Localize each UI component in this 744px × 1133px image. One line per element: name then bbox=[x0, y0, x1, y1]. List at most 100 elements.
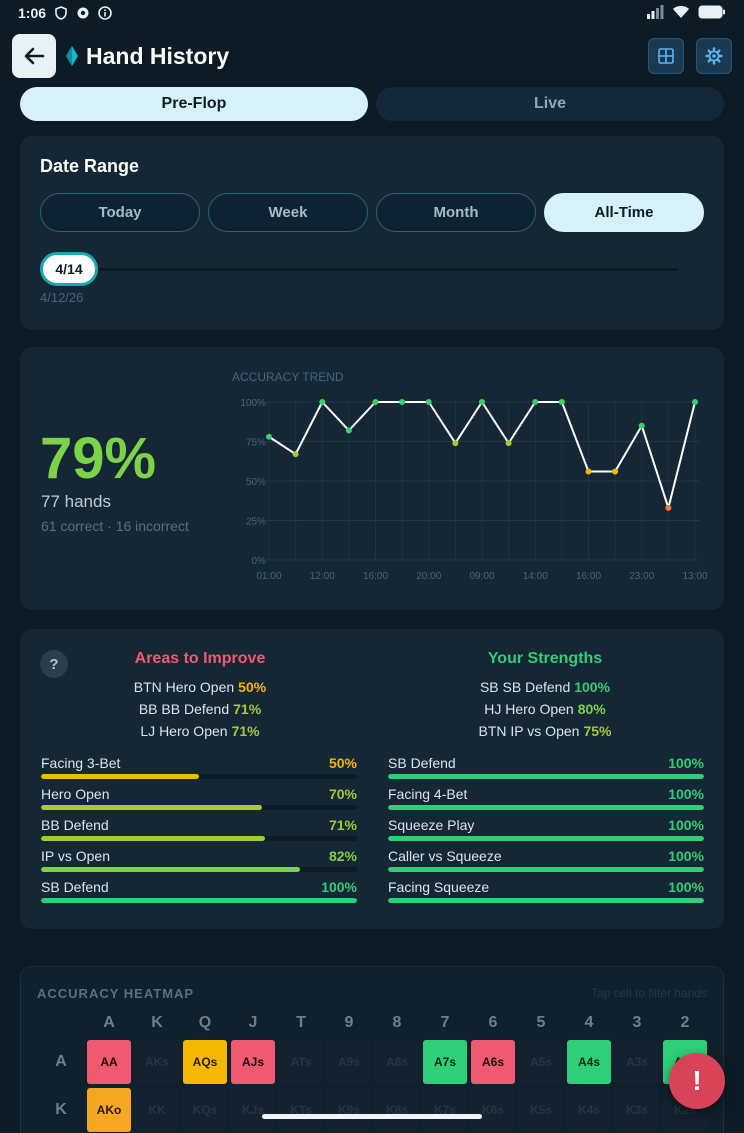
tab-live[interactable]: Live bbox=[376, 87, 724, 121]
bar-value: 100% bbox=[668, 786, 704, 802]
bar-label: IP vs Open bbox=[41, 848, 111, 864]
shield-icon bbox=[54, 6, 68, 20]
heatmap-cell[interactable]: ATs bbox=[279, 1040, 323, 1084]
heatmap-cell[interactable]: K9s bbox=[327, 1088, 371, 1132]
range-week-button[interactable]: Week bbox=[208, 193, 368, 232]
improve-bar-row: SB Defend 100% bbox=[41, 879, 357, 910]
bar-value: 82% bbox=[328, 848, 357, 864]
strength-item: HJ Hero Open 80% bbox=[484, 701, 606, 717]
heatmap-cell[interactable]: KTs bbox=[279, 1088, 323, 1132]
trend-point bbox=[638, 422, 645, 429]
heatmap-hint: Tap cell to filter hands bbox=[590, 986, 707, 1000]
bar-value: 100% bbox=[668, 879, 704, 895]
bar-label: SB Defend bbox=[388, 755, 456, 771]
bar-value: 100% bbox=[668, 848, 704, 864]
grid-view-button[interactable] bbox=[648, 38, 684, 74]
slider-handle[interactable]: 4/14 bbox=[40, 252, 98, 286]
heatmap-cell[interactable]: A7s bbox=[423, 1040, 467, 1084]
status-time: 1:06 bbox=[18, 5, 47, 21]
accuracy-card: 79% 77 hands 61 correct · 16 incorrect A… bbox=[20, 347, 724, 610]
bar-label: Facing 4-Bet bbox=[388, 786, 468, 802]
status-bar: 1:06 bbox=[0, 0, 744, 26]
strengths-list: SB SB Defend 100% HJ Hero Open 80% BTN IP … bbox=[395, 676, 695, 742]
y-tick-label: 0% bbox=[252, 556, 267, 567]
heatmap-col-label: 2 bbox=[680, 1014, 690, 1031]
heatmap-cell[interactable]: A3s bbox=[615, 1040, 659, 1084]
trend-point bbox=[345, 427, 352, 434]
strength-bar-row: Squeeze Play 100% bbox=[388, 817, 704, 848]
range-all-time-button[interactable]: All-Time bbox=[544, 193, 704, 232]
heatmap-cell[interactable]: K8s bbox=[375, 1088, 419, 1132]
heatmap-cell[interactable]: AKs bbox=[135, 1040, 179, 1084]
areas-card: ? Areas to Improve BTN Hero Open 50% BB B… bbox=[20, 629, 724, 929]
heatmap-cell[interactable]: AQs bbox=[183, 1040, 227, 1084]
heatmap-cell[interactable]: A4s bbox=[567, 1040, 611, 1084]
trend-point bbox=[558, 399, 565, 405]
heatmap-cell[interactable]: K3s bbox=[615, 1088, 659, 1132]
bar-label: Hero Open bbox=[41, 786, 110, 802]
diamond-logo-icon bbox=[66, 46, 78, 66]
trend-point bbox=[399, 399, 406, 405]
y-tick-label: 25% bbox=[246, 517, 266, 528]
strength-bar-row: Facing Squeeze 100% bbox=[388, 879, 704, 910]
heatmap-cell[interactable]: K6s bbox=[471, 1088, 515, 1132]
bar-track bbox=[41, 836, 357, 841]
heatmap-cell[interactable]: K4s bbox=[567, 1088, 611, 1132]
x-tick-label: 01:00 bbox=[256, 571, 281, 582]
heatmap-col-label: Q bbox=[198, 1014, 212, 1031]
bar-value: 100% bbox=[668, 817, 704, 833]
trend-point bbox=[532, 399, 539, 405]
back-button[interactable] bbox=[12, 34, 56, 78]
bar-fill bbox=[388, 836, 704, 841]
heatmap-col-label: 5 bbox=[536, 1014, 546, 1031]
bar-fill bbox=[41, 805, 263, 810]
heatmap-col-label: 8 bbox=[392, 1014, 402, 1031]
bar-label: Facing Squeeze bbox=[388, 879, 490, 895]
heatmap-cell[interactable]: K5s bbox=[519, 1088, 563, 1132]
date-range-card: Date Range Today Week Month All-Time 4/1… bbox=[20, 136, 724, 330]
y-tick-label: 50% bbox=[246, 477, 266, 488]
strength-bar-row: Facing 4-Bet 100% bbox=[388, 786, 704, 817]
settings-button[interactable] bbox=[696, 38, 732, 74]
help-button[interactable]: ? bbox=[40, 650, 68, 678]
heatmap-cell[interactable]: KK bbox=[135, 1088, 179, 1132]
heatmap-row-label: K bbox=[55, 1101, 67, 1118]
heatmap-cell[interactable]: AKo bbox=[87, 1088, 131, 1132]
heatmap-cell[interactable]: K7s bbox=[423, 1088, 467, 1132]
bar-track bbox=[41, 867, 357, 872]
bar-label: Facing 3-Bet bbox=[41, 755, 121, 771]
heatmap-col-label: 9 bbox=[344, 1014, 354, 1031]
heatmap-cell[interactable]: A9s bbox=[327, 1040, 371, 1084]
arrow-left-icon bbox=[24, 47, 45, 65]
alert-fab-button[interactable]: ! bbox=[669, 1053, 725, 1109]
heatmap-cell[interactable]: AA bbox=[87, 1040, 131, 1084]
range-month-button[interactable]: Month bbox=[376, 193, 536, 232]
bar-value: 100% bbox=[668, 755, 704, 771]
improve-list: BTN Hero Open 50% BB BB Defend 71% LJ Hero… bbox=[50, 676, 350, 742]
heatmap-cell[interactable]: A8s bbox=[375, 1040, 419, 1084]
strength-bars: SB Defend 100% Facing 4-Bet 100% Squeeze Pla… bbox=[388, 755, 704, 910]
range-today-button[interactable]: Today bbox=[40, 193, 200, 232]
heatmap-col-label: T bbox=[296, 1014, 306, 1031]
heatmap-col-label: J bbox=[248, 1014, 258, 1031]
improve-item: BTN Hero Open 50% bbox=[133, 679, 267, 695]
bar-fill bbox=[388, 774, 704, 779]
x-tick-label: 12:00 bbox=[310, 571, 335, 582]
trend-point bbox=[692, 399, 698, 405]
tab-pre-flop[interactable]: Pre-Flop bbox=[20, 87, 368, 121]
wifi-icon bbox=[672, 5, 690, 22]
slider-track[interactable] bbox=[80, 268, 678, 271]
bar-track bbox=[41, 898, 357, 903]
x-tick-label: 13:00 bbox=[682, 571, 707, 582]
improve-bar-row: IP vs Open 82% bbox=[41, 848, 357, 879]
heatmap-cell[interactable]: A5s bbox=[519, 1040, 563, 1084]
improve-bars: Facing 3-Bet 50% Hero Open 70% BB Defend 71% I… bbox=[41, 755, 357, 910]
heatmap-cell[interactable]: AJs bbox=[231, 1040, 275, 1084]
heatmap-cell[interactable]: KQs bbox=[183, 1088, 227, 1132]
bar-track bbox=[41, 805, 357, 810]
heatmap-cell[interactable]: A6s bbox=[471, 1040, 515, 1084]
bar-track bbox=[41, 774, 357, 779]
trend-point bbox=[505, 440, 512, 447]
mode-tabs: Pre-Flop Live bbox=[20, 87, 724, 121]
heatmap-cell[interactable]: KJs bbox=[231, 1088, 275, 1132]
